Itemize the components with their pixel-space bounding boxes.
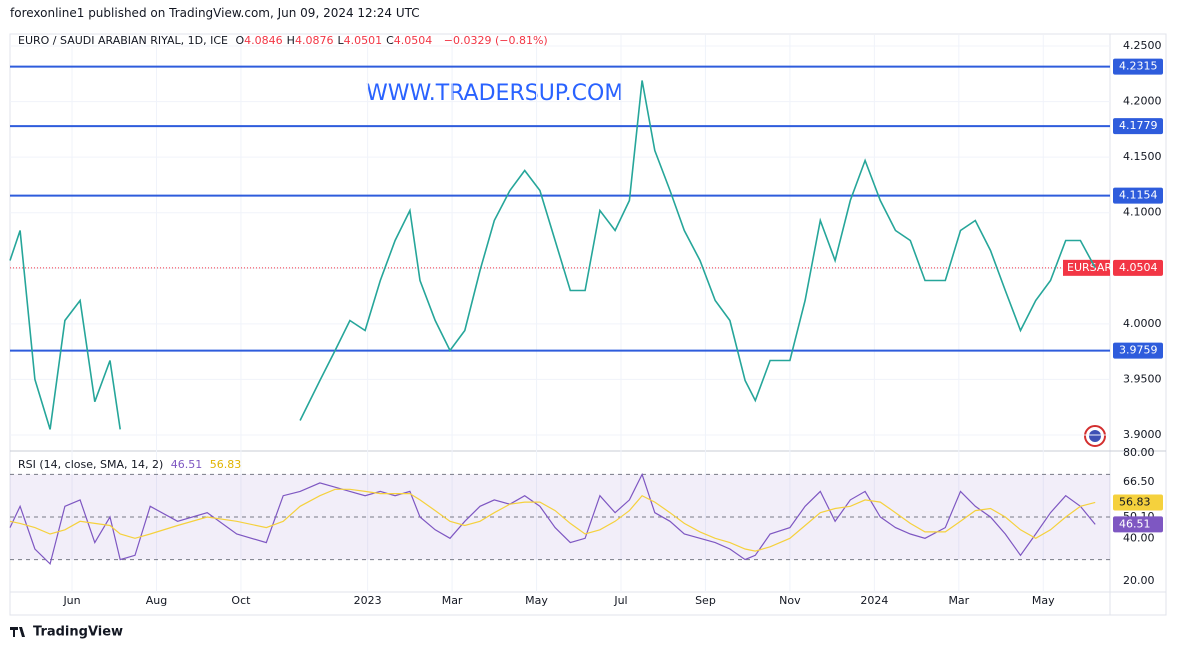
footer-brand: TradingView [33, 625, 123, 640]
x-tick-label: Mar [948, 594, 969, 607]
ohlc-value: 4.0501 [343, 34, 383, 47]
ohlc: O4.0846 H4.0876 L4.0501 C4.0504 [236, 34, 437, 47]
ohlc-value: 4.0876 [294, 34, 334, 47]
x-tick-label: Nov [779, 594, 801, 607]
symbol-line: EURO / SAUDI ARABIAN RIYAL, 1D, ICE O4.0… [18, 34, 552, 47]
x-tick-label: Jun [62, 594, 80, 607]
ohlc-key: O [235, 34, 245, 47]
ohlc-value: 4.0504 [393, 34, 433, 47]
ohlc-value: 4.0846 [244, 34, 283, 47]
ohlc-key: H [286, 34, 295, 47]
value-badge-label: 56.83 [1119, 495, 1151, 508]
frame [9, 33, 1167, 616]
ohlc-key: C [386, 34, 394, 47]
x-tick-label: Aug [146, 594, 167, 607]
y-tick-label: 3.9000 [1123, 428, 1162, 441]
value-badge-label: 46.51 [1119, 517, 1151, 530]
logo-icon-inner [1089, 430, 1101, 442]
x-tick-label: Sep [695, 594, 716, 607]
x-tick-label: Mar [442, 594, 463, 607]
sma-value: 56.83 [209, 458, 242, 471]
watermark: WWW.TRADERSUP.COM [366, 81, 623, 106]
ohlc-key: L [337, 34, 344, 47]
x-tick-label: May [1032, 594, 1055, 607]
symbol-badge-label: EURSAR [1067, 261, 1112, 274]
x-tick-label: May [525, 594, 548, 607]
y-tick-label: 4.0000 [1123, 317, 1162, 330]
y-tick-label: 40.00 [1123, 531, 1155, 544]
x-tick-label: 2023 [354, 594, 382, 607]
footer-logo [10, 627, 25, 637]
y-tick-label: 80.00 [1123, 446, 1155, 459]
x-tick-label: Oct [231, 594, 251, 607]
series-line [9, 472, 1096, 566]
value-badge [1113, 516, 1163, 533]
rsi-legend: RSI (14, close, SMA, 14, 2) 46.51 56.83 [18, 458, 245, 471]
published-line: forexonline1 published on TradingView.co… [10, 6, 420, 20]
level-badge [1113, 58, 1163, 75]
y-tick-label: 4.1500 [1123, 150, 1162, 163]
last-price-label: 4.0504 [1119, 261, 1158, 274]
series-line [9, 488, 1096, 552]
last-price-badge [1113, 259, 1163, 276]
y-tick-label: 3.9500 [1123, 372, 1162, 385]
level-badge [1113, 187, 1163, 204]
value-badge [1113, 494, 1163, 511]
level-label: 4.1154 [1119, 189, 1158, 202]
level-label: 3.9759 [1119, 344, 1158, 357]
rsi-value: 46.51 [170, 458, 203, 471]
y-tick-label: 66.50 [1123, 475, 1155, 488]
y-tick-label: 20.00 [1123, 574, 1155, 587]
rsi-title: RSI (14, close, SMA, 14, 2) [18, 458, 164, 471]
y-tick-label: 4.2000 [1123, 95, 1162, 108]
x-tick-label: Jul [613, 594, 627, 607]
pane: Jun Aug Oct 2023 Mar May Jul Sep Nov 2024 Mar May 3.… [9, 35, 1163, 607]
x-tick-label: 2024 [860, 594, 888, 607]
level-badge [1113, 118, 1163, 135]
level-label: 4.1779 [1119, 119, 1158, 132]
change: −0.0329 (−0.81%) [443, 34, 548, 47]
symbol-title: EURO / SAUDI ARABIAN RIYAL, 1D, ICE [18, 34, 228, 47]
y-tick-label: 4.1000 [1123, 206, 1162, 219]
level-label: 4.2315 [1119, 60, 1158, 73]
series-line [9, 80, 1096, 430]
y-tick-label: 4.2500 [1123, 39, 1162, 52]
level-badge [1113, 342, 1163, 359]
rsi-band-fill [10, 474, 1110, 560]
symbol-badge [1063, 259, 1110, 276]
